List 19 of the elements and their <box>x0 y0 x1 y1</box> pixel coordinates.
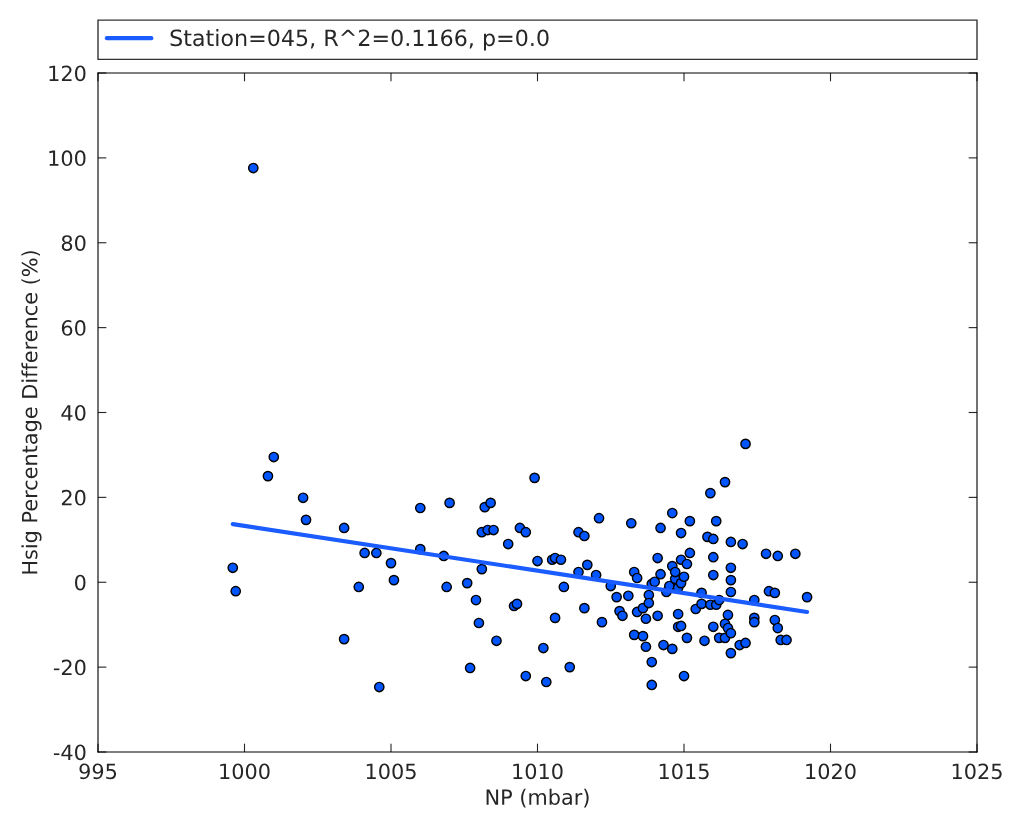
x-tick-label: 1000 <box>220 763 270 780</box>
y-tick-label: 60 <box>61 320 86 336</box>
x-axis-title: NP (mbar) <box>486 788 589 808</box>
x-tick-label: 1020 <box>806 763 856 780</box>
y-tick-label: 20 <box>61 489 86 506</box>
y-tick-label: 40 <box>61 404 86 421</box>
x-tick-label: 995 <box>79 763 117 780</box>
x-tick-label: 1025 <box>952 763 1002 780</box>
y-tick-label: 0 <box>75 574 86 591</box>
x-tick-label: 1005 <box>366 763 416 780</box>
y-tick-label: 120 <box>49 65 86 82</box>
legend-label: Station=045, R^2=0.1166, p=0.0 <box>170 29 549 51</box>
x-tick-label: 1015 <box>659 763 709 780</box>
y-tick-label: 100 <box>49 150 86 167</box>
y-tick-label: -20 <box>53 659 86 676</box>
y-axis-title: Hsig Percentage Difference (%) <box>21 251 42 574</box>
y-tick-label: 80 <box>61 235 86 251</box>
y-tick-label: -40 <box>53 744 86 761</box>
x-tick-label: 1010 <box>513 763 563 780</box>
